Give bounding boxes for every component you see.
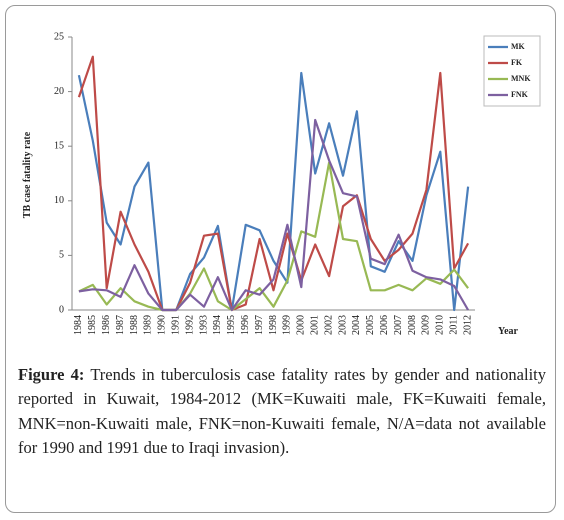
x-tick-label: 1996 [240,315,251,335]
x-tick-label: 2006 [379,315,390,335]
y-tick-label: 20 [54,86,64,97]
x-tick-label: 1984 [73,315,84,335]
y-tick-label: 0 [59,304,64,315]
x-tick-label: 2010 [435,315,446,335]
caption: Figure 4: Trends in tuberculosis case fa… [18,363,546,460]
chart: TB case fatality rate Year 0 5 10 15 20 25 198… [22,31,541,337]
x-tick-label: 1987 [115,315,126,335]
x-tick-label: 1988 [129,315,140,335]
x-tick-label: 2009 [421,315,432,335]
x-tick-label: 2003 [337,315,348,335]
y-tick-label: 5 [59,250,64,261]
y-tick-label: 15 [54,140,64,151]
x-tick-label: 2001 [309,315,320,335]
x-tick-label: 1999 [282,315,293,335]
caption-text: Trends in tuberculosis case fatality rat… [18,365,547,457]
x-tick-label: 2000 [296,315,307,335]
x-tick-label: 1991 [171,315,182,335]
x-tick-label: 1993 [198,315,209,335]
legend-label: FNK [511,90,529,99]
y-tick-label: 10 [54,195,64,206]
x-tick-label: 1990 [157,315,168,335]
x-tick-label: 1997 [254,315,265,335]
caption-label: Figure 4: [18,365,85,384]
x-tick-label: 2004 [351,315,362,335]
x-tick-label: 1992 [184,315,195,335]
y-axis-title: TB case fatality rate [22,131,33,218]
x-tick-label: 2005 [365,315,376,335]
x-tick-label: 1995 [226,315,237,335]
y-tick-label: 25 [54,31,64,42]
x-tick-label: 2008 [407,315,418,335]
legend-label: MNK [511,74,531,83]
x-axis-title: Year [498,326,519,337]
legend-label: FK [511,58,523,67]
line-series [78,161,469,312]
x-tick-label: 2007 [393,315,404,335]
line-series [78,118,470,312]
x-tick-label: 2012 [462,315,473,335]
x-tick-label: 2011 [448,315,459,335]
x-tick-label: 1994 [212,315,223,335]
x-tick-label: 1986 [101,315,112,335]
x-tick-label: 1989 [143,315,154,335]
line-series [77,71,470,312]
x-tick-label: 1998 [268,315,279,335]
x-tick-label: 2002 [323,315,334,335]
legend-label: MK [511,42,526,51]
figure-frame [5,5,556,513]
x-tick-label: 1985 [87,315,98,335]
